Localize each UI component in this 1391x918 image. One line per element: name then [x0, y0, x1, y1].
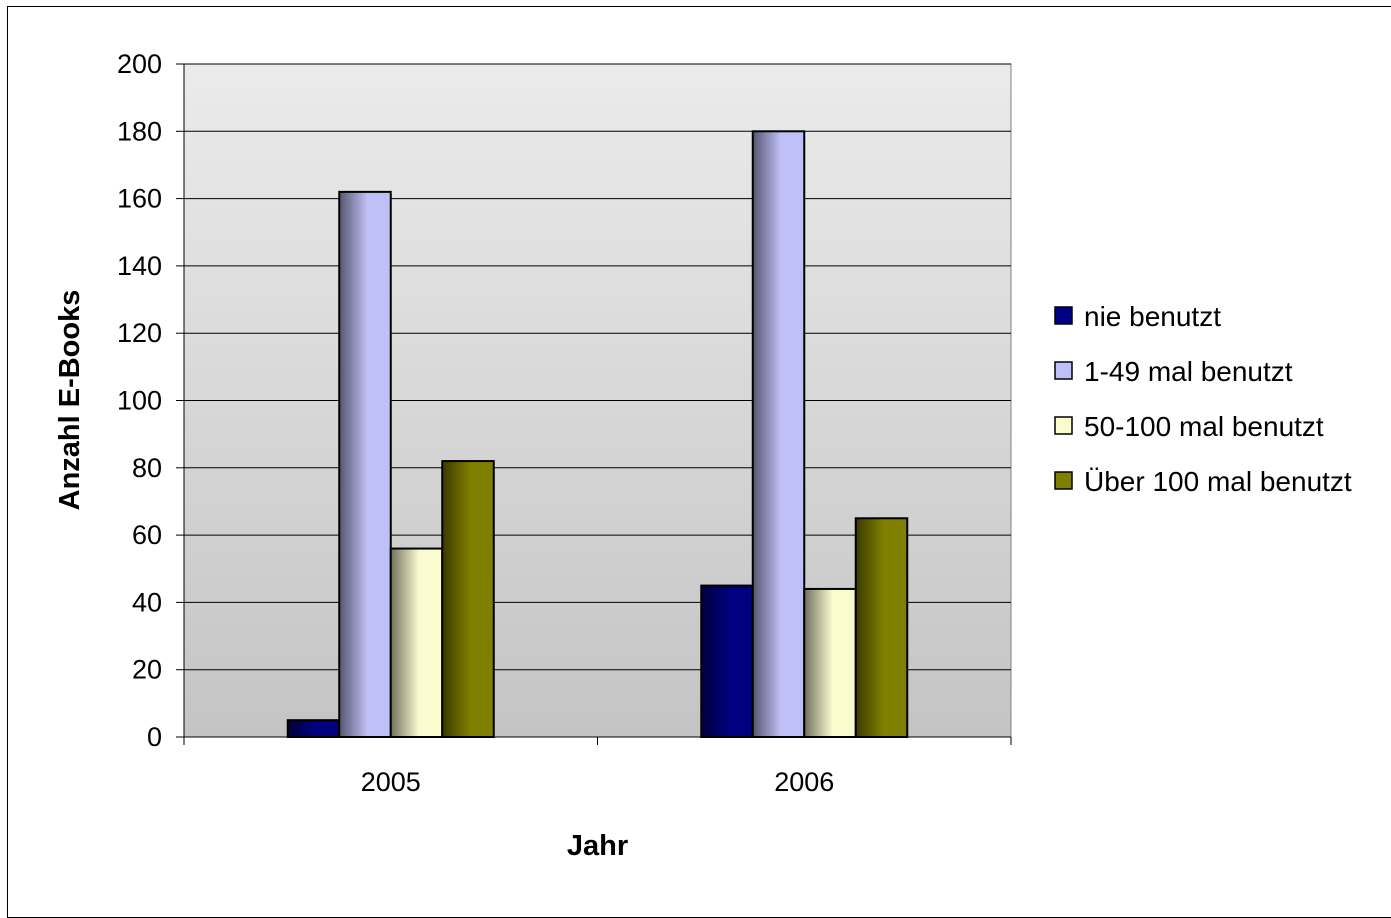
legend-swatch	[1054, 471, 1073, 490]
y-tick-labels: 0 20 40 60 80 100 120 140 160 180 200	[117, 49, 162, 752]
y-tick-label: 120	[117, 318, 162, 348]
y-tick-label: 60	[132, 520, 162, 550]
legend-label: 1-49 mal benutzt	[1084, 356, 1293, 387]
bar-2006-series-2	[803, 587, 857, 738]
y-tick-label: 0	[147, 722, 162, 752]
y-axis-title: Anzahl E-Books	[54, 290, 86, 511]
bar-2005-series-1	[338, 190, 392, 738]
bar-2006-series-3	[854, 517, 909, 739]
x-axis-title: Jahr	[567, 830, 628, 862]
bar-2005-series-0	[286, 719, 341, 738]
y-tick-label: 100	[117, 386, 162, 416]
y-tick-label: 180	[117, 116, 162, 146]
legend-label: Über 100 mal benutzt	[1084, 466, 1352, 497]
bars	[286, 130, 909, 739]
bar-2006-series-0	[700, 584, 754, 739]
y-tick-label: 140	[117, 251, 162, 281]
y-tick-label: 40	[132, 587, 162, 617]
legend-swatch	[1054, 361, 1073, 380]
bar-2006-series-1	[751, 130, 806, 739]
bar-2005-series-3	[441, 460, 495, 738]
y-tick-label: 200	[117, 49, 162, 79]
legend-label: nie benutzt	[1084, 301, 1221, 332]
axes	[176, 63, 1012, 745]
bar-2005-series-2	[389, 547, 444, 738]
legend-label: 50-100 mal benutzt	[1084, 411, 1324, 442]
legend: nie benutzt 1-49 mal benutzt 50-100 mal be…	[1054, 301, 1352, 497]
y-tick-label: 80	[132, 453, 162, 483]
y-tick-label: 160	[117, 184, 162, 214]
x-tick-label: 2006	[774, 767, 834, 797]
legend-swatch	[1054, 306, 1073, 325]
legend-swatch	[1054, 416, 1073, 435]
y-tick-label: 20	[132, 655, 162, 685]
x-tick-label: 2005	[361, 767, 421, 797]
x-tick-labels: 2005 2006	[361, 767, 835, 797]
